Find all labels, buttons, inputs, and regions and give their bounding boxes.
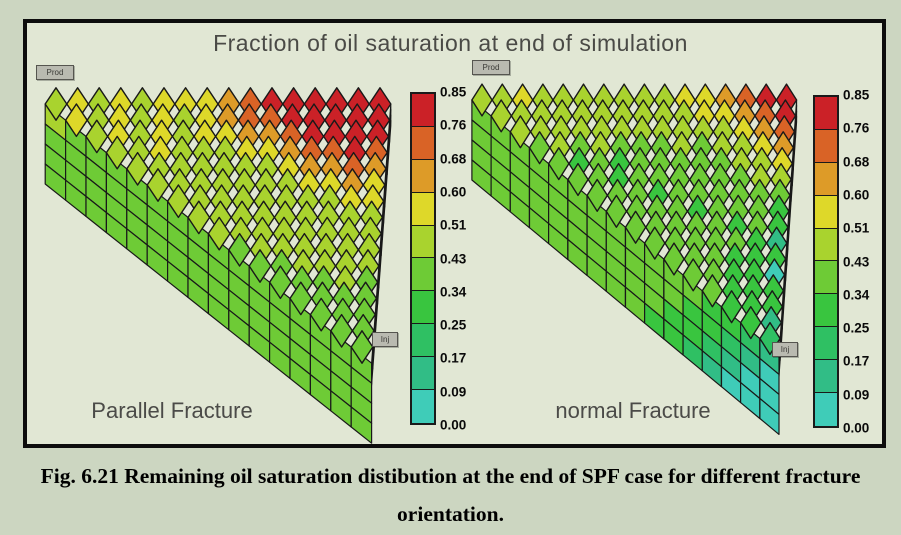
- colorbar-tick-label: 0.68: [843, 154, 870, 170]
- figure-caption: Fig. 6.21 Remaining oil saturation disti…: [40, 464, 861, 526]
- colorbar-tick-label: 0.43: [440, 251, 467, 266]
- colorbar-tick-label: 0.00: [440, 417, 467, 433]
- well-label-prod: Prod: [472, 60, 510, 75]
- chart-title: Fraction of oil saturation at end of sim…: [213, 30, 688, 56]
- colorbar-tick-label: 0.76: [843, 120, 870, 136]
- colorbar-segment: [412, 126, 434, 160]
- colorbar-tick-label: 0.76: [440, 117, 467, 133]
- well-label-prod: Prod: [36, 65, 74, 80]
- colorbar-tick-label: 0.85: [843, 87, 870, 103]
- colorbar-tick-label: 0.51: [843, 220, 870, 236]
- colorbar-segment: [815, 261, 837, 295]
- colorbar-tick-label: 0.00: [843, 420, 870, 436]
- colorbar-tick-label: 0.43: [843, 254, 870, 269]
- colorbar-segment: [412, 225, 434, 259]
- colorbar-tick-label: 0.34: [440, 284, 467, 300]
- colorbar-segment: [412, 357, 434, 391]
- colorbar-tick-label: 0.85: [440, 84, 467, 100]
- colorbar-tick-label: 0.60: [440, 184, 467, 200]
- colorbar-segment: [815, 228, 837, 262]
- colorbar-tick-label: 0.60: [843, 187, 870, 203]
- colorbar-tick-label: 0.68: [440, 151, 467, 167]
- colorbar-segment: [815, 327, 837, 361]
- well-label-inj: Inj: [772, 342, 798, 357]
- colorbar-segment: [412, 390, 434, 423]
- colorbar-segment: [412, 324, 434, 358]
- colorbar-tick-label: 0.25: [440, 317, 467, 333]
- colorbar-tick-label: 0.09: [440, 384, 467, 400]
- colorbar-segment: [815, 195, 837, 229]
- colorbar-segment: [815, 97, 837, 130]
- panel-label-normal-fracture: normal Fracture: [555, 398, 711, 423]
- colorbar-segment: [412, 291, 434, 325]
- colorbar-tick-label: 0.17: [440, 350, 467, 366]
- colorbar-segment: [815, 360, 837, 394]
- colorbar-parallel: [410, 92, 436, 425]
- colorbar-segment: [815, 129, 837, 163]
- panel-label-parallel-fracture: Parallel Fracture: [91, 398, 253, 423]
- well-label-inj: Inj: [372, 332, 398, 347]
- colorbar-segment: [412, 159, 434, 193]
- colorbar-tick-label: 0.34: [843, 287, 870, 303]
- colorbar-segment: [412, 94, 434, 127]
- colorbar-normal: [813, 95, 839, 428]
- colorbar-segment: [815, 294, 837, 328]
- colorbar-segment: [815, 393, 837, 426]
- colorbar-tick-label: 0.17: [843, 353, 870, 369]
- colorbar-segment: [815, 162, 837, 196]
- colorbar-segment: [412, 258, 434, 292]
- colorbar-segment: [412, 192, 434, 226]
- colorbar-tick-label: 0.25: [843, 320, 870, 336]
- colorbar-tick-label: 0.09: [843, 387, 870, 403]
- colorbar-tick-label: 0.51: [440, 217, 467, 233]
